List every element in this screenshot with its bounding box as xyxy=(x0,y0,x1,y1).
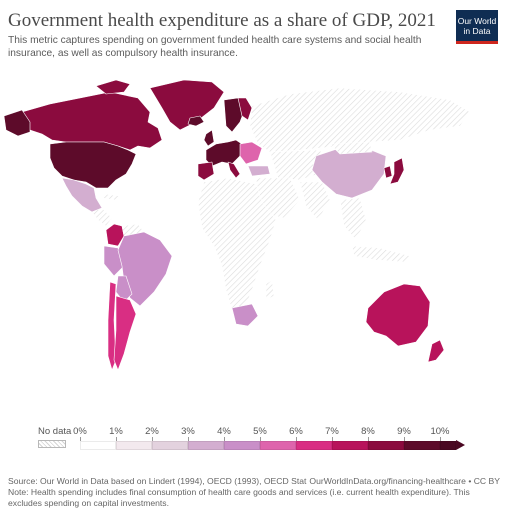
legend-swatch[interactable] xyxy=(296,441,332,450)
legend-tick-label: 9% xyxy=(397,426,411,437)
legend-swatch[interactable] xyxy=(260,441,296,450)
country-madagascar[interactable] xyxy=(265,279,275,301)
page-title: Government health expenditure as a share… xyxy=(8,10,436,31)
country-southeast-asia[interactable] xyxy=(339,197,367,241)
country-chile[interactable] xyxy=(107,281,117,371)
legend-swatch[interactable] xyxy=(116,441,152,450)
legend-swatch[interactable] xyxy=(80,441,116,450)
country-finland[interactable] xyxy=(237,97,253,121)
owid-logo[interactable]: Our World in Data xyxy=(456,10,498,44)
legend-tick-label: 1% xyxy=(109,426,123,437)
country-iceland[interactable] xyxy=(187,115,205,127)
legend-tick-mark xyxy=(116,437,117,441)
legend-swatch[interactable] xyxy=(368,441,404,450)
country-usa[interactable] xyxy=(49,141,137,189)
note-text: Note: Health spending includes final con… xyxy=(8,487,470,508)
legend-tick-mark xyxy=(368,437,369,441)
legend-tick-mark xyxy=(440,437,441,441)
country-alaska[interactable] xyxy=(3,109,31,137)
country-mongolia[interactable] xyxy=(329,141,373,155)
country-russia[interactable] xyxy=(249,87,471,153)
country-japan[interactable] xyxy=(389,157,405,185)
legend-tick-mark xyxy=(332,437,333,441)
footer: Source: Our World in Data based on Linde… xyxy=(8,476,500,509)
country-india[interactable] xyxy=(299,181,331,221)
country-iberia[interactable] xyxy=(197,161,215,181)
legend-swatch[interactable] xyxy=(404,441,440,450)
legend-tick-label: 4% xyxy=(217,426,231,437)
legend-swatch-overflow[interactable] xyxy=(440,441,456,450)
country-central-america[interactable] xyxy=(91,207,113,227)
country-canada-islands[interactable] xyxy=(95,79,131,95)
legend-tick-mark xyxy=(224,437,225,441)
world-map[interactable] xyxy=(0,70,506,410)
country-south-africa[interactable] xyxy=(231,303,259,327)
map-legend: No data 0% 1% 2% 3% 4% 5% 6% 7% 8% 9% 10% xyxy=(0,420,506,460)
legend-tick-label: 7% xyxy=(325,426,339,437)
legend-tick-mark xyxy=(152,437,153,441)
country-korea[interactable] xyxy=(383,165,393,179)
country-uk[interactable] xyxy=(203,129,215,147)
legend-swatch[interactable] xyxy=(332,441,368,450)
legend-swatch[interactable] xyxy=(188,441,224,450)
legend-tick-label: 2% xyxy=(145,426,159,437)
source-link[interactable]: OurWorldInData.org/financing-healthcare … xyxy=(309,476,500,486)
legend-tick-label: 0% xyxy=(73,426,87,437)
country-cuba[interactable] xyxy=(101,193,121,201)
country-brazil[interactable] xyxy=(117,231,173,307)
country-italy[interactable] xyxy=(227,161,241,179)
legend-swatch[interactable] xyxy=(152,441,188,450)
legend-tick-label: 5% xyxy=(253,426,267,437)
legend-tick-mark xyxy=(188,437,189,441)
country-new-zealand[interactable] xyxy=(427,339,445,363)
country-australia[interactable] xyxy=(365,283,431,347)
legend-no-data-swatch xyxy=(38,440,66,448)
legend-arrow-icon xyxy=(456,440,465,450)
country-indonesia[interactable] xyxy=(351,245,411,263)
legend-tick-label: 3% xyxy=(181,426,195,437)
legend-tick-label: 8% xyxy=(361,426,375,437)
country-argentina[interactable] xyxy=(113,295,137,371)
country-eastern-europe[interactable] xyxy=(239,141,263,165)
country-africa[interactable] xyxy=(197,177,277,311)
legend-tick-mark xyxy=(260,437,261,441)
logo-line-1: Our World xyxy=(457,16,497,26)
header: Government health expenditure as a share… xyxy=(8,10,448,60)
legend-no-data-label: No data xyxy=(38,426,72,437)
source-text: Source: Our World in Data based on Linde… xyxy=(8,476,307,486)
logo-line-2: in Data xyxy=(463,26,491,36)
legend-tick-mark xyxy=(404,437,405,441)
legend-tick-label: 6% xyxy=(289,426,303,437)
legend-swatch[interactable] xyxy=(224,441,260,450)
country-bolivia-paraguay[interactable] xyxy=(115,275,133,303)
country-turkey[interactable] xyxy=(247,165,271,177)
country-greenland[interactable] xyxy=(149,79,225,131)
legend-tick-mark xyxy=(80,437,81,441)
legend-tick-label: 10% xyxy=(430,426,450,437)
subtitle: This metric captures spending on governm… xyxy=(8,35,422,59)
legend-tick-mark xyxy=(296,437,297,441)
country-canada[interactable] xyxy=(21,91,163,151)
